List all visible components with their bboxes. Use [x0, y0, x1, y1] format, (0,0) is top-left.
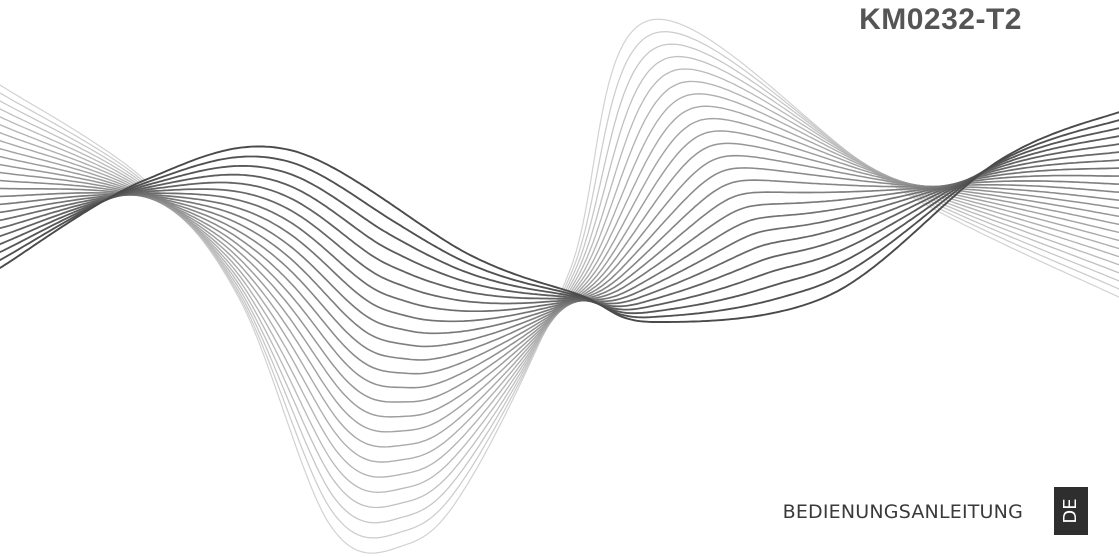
wave-line: [0, 159, 1119, 313]
wave-line: [0, 111, 1119, 323]
wave-line: [0, 174, 1119, 335]
wave-line: [0, 180, 1119, 348]
wave-line: [0, 179, 1119, 361]
language-tab: DE: [1054, 487, 1088, 535]
wave-line: [0, 167, 1119, 323]
manual-type-label: BEDIENUNGSANLEITUNG: [782, 501, 1023, 523]
wave-line: [0, 151, 1119, 305]
wave-line: [0, 130, 1119, 418]
wave-line: [0, 93, 1119, 463]
wave-line: [0, 143, 1119, 308]
wave-line: [0, 119, 1119, 319]
wave-line: [0, 68, 1119, 493]
wave-line: [0, 154, 1119, 389]
wave-line: [0, 18, 1119, 554]
wave-line: [0, 105, 1119, 448]
wave-line: [0, 127, 1119, 315]
wave-line: [0, 142, 1119, 403]
wave-line: [0, 80, 1119, 478]
wave-line: [0, 30, 1119, 539]
wave-line: [0, 117, 1119, 433]
wave-line: [0, 55, 1119, 509]
language-tab-label: DE: [1060, 498, 1081, 524]
model-number-title: KM0232-T2: [859, 3, 1022, 36]
wave-line: [0, 135, 1119, 311]
wave-line: [0, 43, 1119, 524]
wave-line: [0, 167, 1119, 375]
